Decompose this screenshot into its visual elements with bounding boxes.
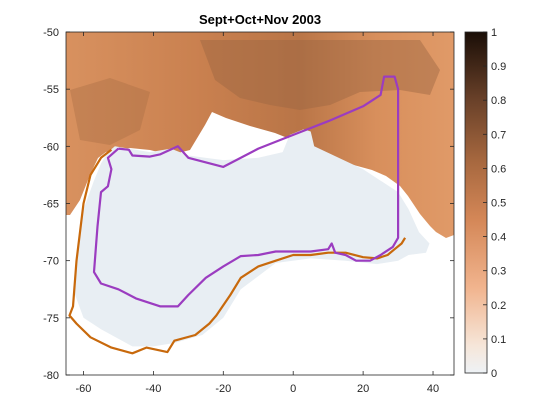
- x-tick-label: 0: [290, 383, 296, 395]
- ocean-dark-band: [200, 40, 440, 110]
- y-tick-label: -65: [43, 199, 59, 211]
- y-tick-label: -55: [43, 84, 59, 96]
- orange-boundary-line: [68, 148, 407, 355]
- colorbar-tick-label: 0: [491, 368, 497, 380]
- y-tick-label: -75: [43, 313, 59, 325]
- purple-boundary-line: [92, 75, 400, 308]
- colorbar-tick-label: 0.9: [491, 61, 506, 73]
- y-tick-label: -50: [43, 27, 59, 39]
- ocean-dark-patch-west: [70, 78, 150, 145]
- colorbar-tick-label: 0.7: [491, 129, 506, 141]
- colorbar-tick-label: 1: [491, 27, 497, 39]
- y-tick-label: -80: [43, 370, 59, 382]
- y-tick-label: -70: [43, 256, 59, 268]
- sea-ice-region: [73, 129, 430, 347]
- chart-title: Sept+Oct+Nov 2003: [199, 12, 321, 27]
- x-tick-label: -20: [215, 383, 231, 395]
- colorbar-tick-label: 0.8: [491, 95, 506, 107]
- x-tick-label: 40: [427, 383, 439, 395]
- x-tick-label: -40: [145, 383, 161, 395]
- x-axis: -60 -40 -20 0 20 40: [76, 32, 439, 395]
- x-tick-label: 20: [357, 383, 369, 395]
- colorbar-tick-label: 0.4: [491, 232, 506, 244]
- colorbar-tick-label: 0.1: [491, 334, 506, 346]
- plot-area: [66, 32, 454, 375]
- colorbar-tick-label: 0.5: [491, 198, 506, 210]
- colorbar-tick-label: 0.6: [491, 163, 506, 175]
- x-tick-label: -60: [76, 383, 92, 395]
- y-axis: -50 -55 -60 -65 -70 -75 -80: [43, 27, 454, 382]
- colorbar-axis: 0 0.1 0.2 0.3 0.4 0.5 0.6 0.7 0.8 0.9 1: [483, 27, 506, 380]
- y-tick-label: -60: [43, 141, 59, 153]
- ocean-field: [66, 32, 454, 238]
- colorbar-tick-label: 0.3: [491, 266, 506, 278]
- colorbar-tick-label: 0.2: [491, 300, 506, 312]
